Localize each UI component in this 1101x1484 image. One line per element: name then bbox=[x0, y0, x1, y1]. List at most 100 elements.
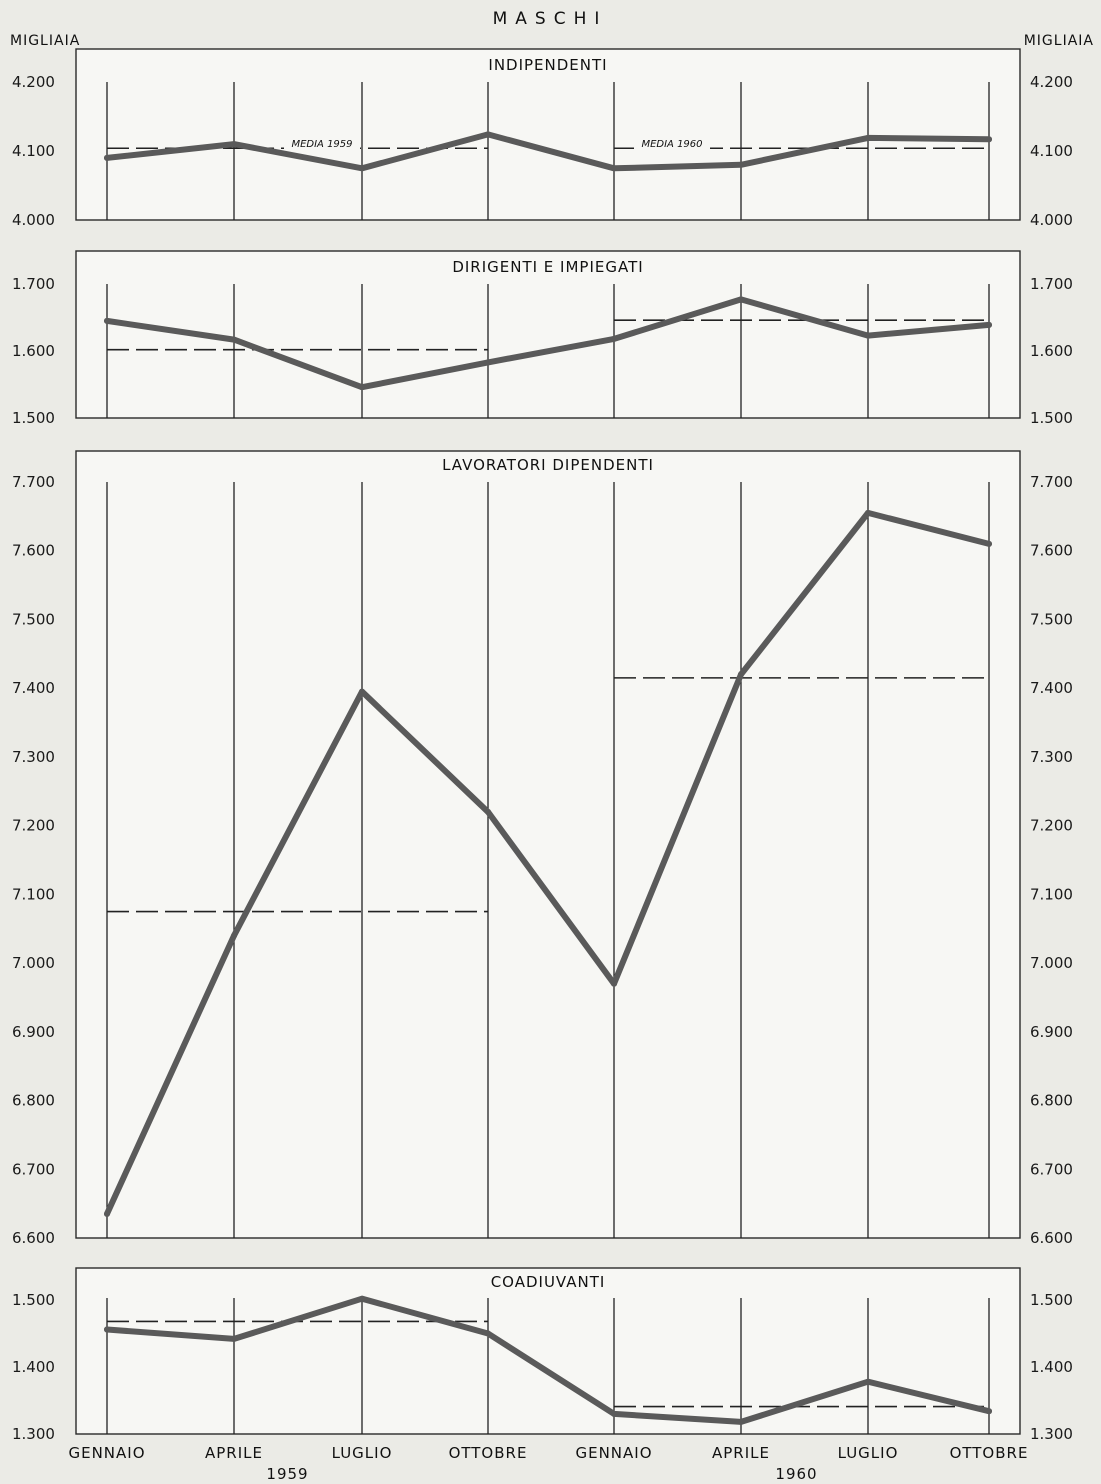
data-point bbox=[986, 1408, 992, 1415]
mean-label: MEDIA 1960 bbox=[641, 139, 702, 150]
y-tick-label-left: 7.200 bbox=[12, 817, 55, 835]
data-point bbox=[865, 332, 871, 339]
panel-title: LAVORATORI DIPENDENTI bbox=[442, 456, 654, 474]
data-point bbox=[865, 509, 871, 516]
data-point bbox=[986, 136, 992, 143]
panel-1: INDIPENDENTI 4.000 4.000 4.100 4.100 4.200 4.2… bbox=[12, 48, 1073, 229]
y-tick-label-right: 1.700 bbox=[1030, 275, 1073, 293]
series-line bbox=[104, 131, 992, 172]
y-tick-label-right: 7.000 bbox=[1030, 954, 1073, 972]
y-tick-label-right: 4.000 bbox=[1030, 211, 1073, 229]
data-point bbox=[359, 165, 365, 172]
panel-frame bbox=[75, 1267, 1021, 1435]
x-tick-label: OTTOBRE bbox=[449, 1444, 528, 1462]
data-point bbox=[231, 336, 237, 343]
y-tick-label-left: 1.700 bbox=[12, 275, 55, 293]
data-point bbox=[738, 1418, 744, 1425]
mean-label-bg bbox=[284, 137, 360, 150]
series-line bbox=[104, 509, 992, 1217]
data-point bbox=[865, 134, 871, 141]
y-tick-label-right: 7.700 bbox=[1030, 473, 1073, 491]
y-tick-label-right: 6.800 bbox=[1030, 1092, 1073, 1110]
panel-2: DIRIGENTI E IMPIEGATI 1.500 1.500 1.600 1.60… bbox=[12, 250, 1073, 427]
x-tick-label: GENNAIO bbox=[68, 1444, 145, 1462]
y-tick-label-left: 4.100 bbox=[12, 142, 55, 160]
data-point bbox=[986, 540, 992, 547]
y-tick-label-right: 1.300 bbox=[1030, 1425, 1073, 1443]
x-tick-label: LUGLIO bbox=[332, 1444, 393, 1462]
y-tick-label-left: 1.500 bbox=[12, 409, 55, 427]
y-tick-label-left: 4.000 bbox=[12, 211, 55, 229]
y-tick-label-left: 6.600 bbox=[12, 1229, 55, 1247]
data-point bbox=[611, 1410, 617, 1417]
y-tick-label-left: 7.700 bbox=[12, 473, 55, 491]
y-tick-label-right: 7.300 bbox=[1030, 748, 1073, 766]
data-point bbox=[231, 141, 237, 148]
y-tick-label-left: 7.000 bbox=[12, 954, 55, 972]
data-point bbox=[738, 161, 744, 168]
y-tick-label-right: 6.900 bbox=[1030, 1023, 1073, 1041]
y-tick-label-right: 7.100 bbox=[1030, 885, 1073, 903]
y-tick-label-right: 7.600 bbox=[1030, 542, 1073, 560]
data-point bbox=[359, 688, 365, 695]
panel-frame bbox=[75, 450, 1021, 1239]
y-tick-label-left: 1.500 bbox=[12, 1291, 55, 1309]
y-tick-label-right: 7.400 bbox=[1030, 679, 1073, 697]
panel-title: INDIPENDENTI bbox=[488, 56, 607, 74]
data-point bbox=[738, 296, 744, 303]
data-point bbox=[104, 1326, 110, 1333]
data-point bbox=[611, 165, 617, 172]
data-point bbox=[231, 932, 237, 939]
chart-title: MASCHI bbox=[493, 9, 608, 29]
year-label: 1959 bbox=[266, 1465, 308, 1483]
data-point bbox=[359, 384, 365, 391]
year-label: 1960 bbox=[775, 1465, 817, 1483]
y-tick-label-right: 1.600 bbox=[1030, 342, 1073, 360]
series-line bbox=[104, 1295, 992, 1425]
y-tick-label-right: 6.700 bbox=[1030, 1160, 1073, 1178]
panel-4: COADIUVANTI 1.300 1.300 1.400 1.400 1.500 1.50… bbox=[12, 1267, 1073, 1443]
panel-title: DIRIGENTI E IMPIEGATI bbox=[452, 258, 643, 276]
data-point bbox=[104, 317, 110, 324]
x-tick-label: OTTOBRE bbox=[950, 1444, 1029, 1462]
y-tick-label-left: 7.100 bbox=[12, 885, 55, 903]
x-tick-label: LUGLIO bbox=[838, 1444, 899, 1462]
data-point bbox=[865, 1378, 871, 1385]
data-point bbox=[359, 1295, 365, 1302]
panel-frame bbox=[75, 48, 1021, 221]
y-tick-label-left: 7.300 bbox=[12, 748, 55, 766]
y-tick-label-right: 1.400 bbox=[1030, 1358, 1073, 1376]
y-tick-label-right: 4.200 bbox=[1030, 73, 1073, 91]
data-point bbox=[986, 321, 992, 328]
x-axis: GENNAIO APRILE LUGLIO OTTOBRE GENNAIO APRILE L… bbox=[68, 1444, 1029, 1483]
panels: INDIPENDENTI 4.000 4.000 4.100 4.100 4.200 4.2… bbox=[12, 48, 1073, 1443]
y-tick-label-left: 6.800 bbox=[12, 1092, 55, 1110]
y-tick-label-right: 7.200 bbox=[1030, 817, 1073, 835]
y-tick-label-right: 1.500 bbox=[1030, 1291, 1073, 1309]
data-point bbox=[485, 359, 491, 366]
y-tick-label-right: 1.500 bbox=[1030, 409, 1073, 427]
series-line bbox=[104, 296, 992, 391]
data-point bbox=[485, 808, 491, 815]
y-tick-label-right: 6.600 bbox=[1030, 1229, 1073, 1247]
y-tick-label-left: 1.300 bbox=[12, 1425, 55, 1443]
y-tick-label-right: 4.100 bbox=[1030, 142, 1073, 160]
x-tick-label: APRILE bbox=[205, 1444, 263, 1462]
y-tick-label-left: 7.400 bbox=[12, 679, 55, 697]
panel-3: LAVORATORI DIPENDENTI 6.600 6.600 6.700 6.70… bbox=[12, 450, 1073, 1247]
panel-title: COADIUVANTI bbox=[491, 1273, 606, 1291]
y-tick-label-left: 4.200 bbox=[12, 73, 55, 91]
unit-label-right: MIGLIAIA bbox=[1024, 33, 1094, 49]
data-point bbox=[104, 154, 110, 161]
y-tick-label-left: 7.600 bbox=[12, 542, 55, 560]
x-tick-label: GENNAIO bbox=[575, 1444, 652, 1462]
mean-label-bg bbox=[634, 137, 710, 150]
unit-label-left: MIGLIAIA bbox=[10, 33, 80, 49]
data-point bbox=[485, 1330, 491, 1337]
x-tick-label: APRILE bbox=[712, 1444, 770, 1462]
data-point bbox=[231, 1335, 237, 1342]
data-point bbox=[611, 980, 617, 987]
y-tick-label-left: 6.900 bbox=[12, 1023, 55, 1041]
y-tick-label-left: 1.600 bbox=[12, 342, 55, 360]
